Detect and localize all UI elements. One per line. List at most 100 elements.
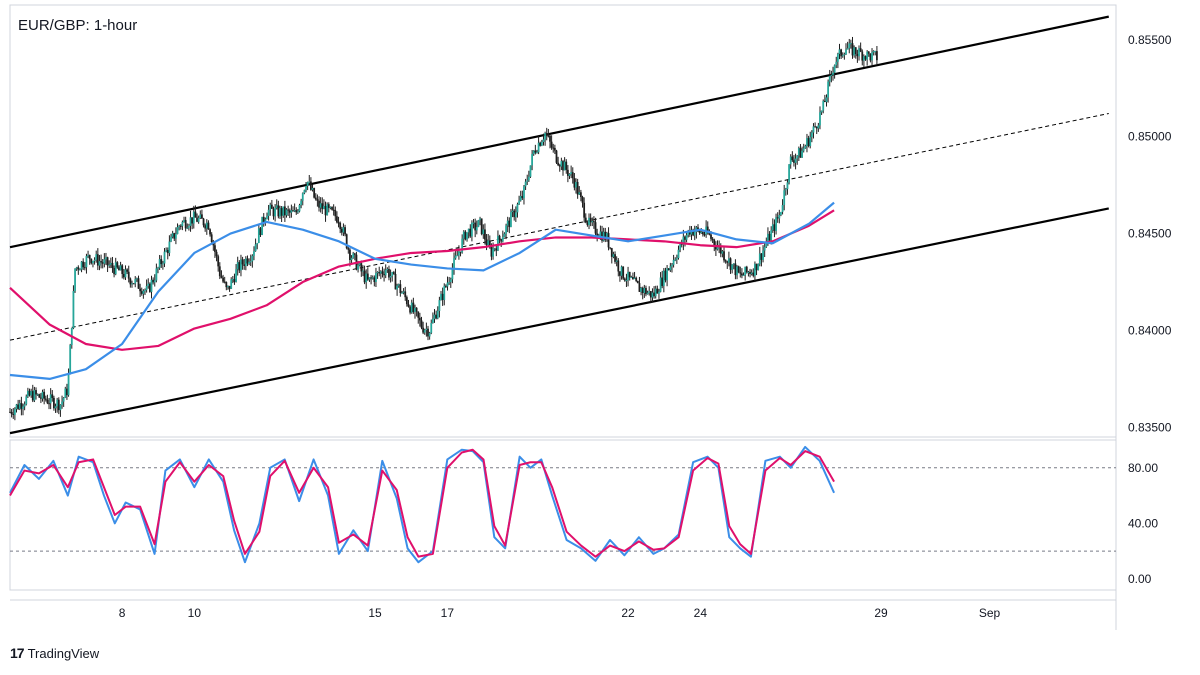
candle-body [550,141,553,148]
candle-body [175,233,177,239]
candle-body [365,273,368,283]
candle-body [492,248,494,257]
candle-body [838,49,841,54]
candle-body [433,314,436,319]
candle-body [285,209,288,216]
candles-group [9,36,878,421]
candle-body [329,207,332,209]
candle-body [840,49,843,57]
candle-body [44,398,47,400]
candle-body [306,182,309,187]
candle-body [121,265,124,274]
candle-body [98,261,101,266]
candle-body [827,81,830,98]
candle-body [334,210,337,217]
candle-body [12,413,15,415]
candle-body [339,222,342,229]
candle-body [196,217,198,222]
candle-body [314,197,317,200]
candle-body [661,277,664,286]
candle-body [619,271,621,276]
candle-body [88,255,91,259]
candle-body [124,269,127,278]
candle-body [349,249,351,260]
time-tick-label: 22 [621,606,635,620]
candle-body [591,221,594,223]
candle-body [804,146,807,149]
candle-body [636,280,639,284]
candle-body [233,278,236,282]
candle-body [462,231,465,239]
candle-body [669,266,672,271]
candle-body [843,54,846,56]
tradingview-brand[interactable]: 17 TradingView [10,645,99,661]
candle-body [108,264,111,266]
candle-body [451,268,454,280]
candle-body [562,161,564,171]
candle-body [127,271,130,279]
candle-body [72,291,75,329]
candle-body [114,262,117,275]
candle-body [272,208,275,217]
candle-body [318,200,320,208]
candle-body [876,51,878,61]
candle-body [776,217,779,219]
candle-body [628,271,631,278]
candle-body [825,97,828,102]
candle-body [59,404,62,411]
candle-body [41,391,44,399]
candle-body [220,276,223,278]
candle-body [814,126,817,128]
candle-body [137,278,140,289]
candle-body [344,227,346,235]
candle-body [49,394,52,404]
candle-body [480,218,483,235]
candle-body [62,397,65,402]
candle-body [184,220,187,229]
candle-body [147,283,150,286]
candle-body [321,203,324,210]
candle-body [623,278,626,281]
candle-body [192,211,195,224]
candle-body [407,304,410,307]
candle-body [389,275,392,278]
candle-body [66,388,68,396]
candle-body [251,255,254,262]
candle-body [874,51,877,53]
candle-body [422,327,425,333]
candle-body [336,216,338,223]
candle-body [249,261,252,263]
candle-body [283,206,286,216]
candle-body [513,210,516,218]
candle-body [176,227,179,234]
candle-body [736,266,738,276]
candle-body [482,229,485,235]
candle-body [760,253,763,260]
candle-body [835,61,838,66]
candle-body [861,51,864,61]
candle-body [524,181,527,187]
candle-body [92,260,94,264]
candle-body [557,162,560,166]
candle-body [786,182,789,190]
candle-body [667,268,670,271]
candle-body [173,233,176,239]
candle-body [606,233,608,240]
candle-body [288,210,291,213]
candle-body [666,268,668,281]
candle-body [105,257,107,260]
candle-body [85,256,88,268]
price-tick-label: 0.84500 [1128,227,1172,241]
candle-body [711,238,714,240]
candle-body [700,231,703,234]
candle-body [794,158,797,163]
candle-body [806,138,808,147]
candle-body [630,277,633,279]
candle-body [430,323,433,333]
candle-body [48,403,50,405]
candle-body [765,243,768,247]
candle-body [770,230,773,241]
candle-body [649,291,652,298]
candle-body [521,196,524,199]
candle-body [259,228,262,235]
